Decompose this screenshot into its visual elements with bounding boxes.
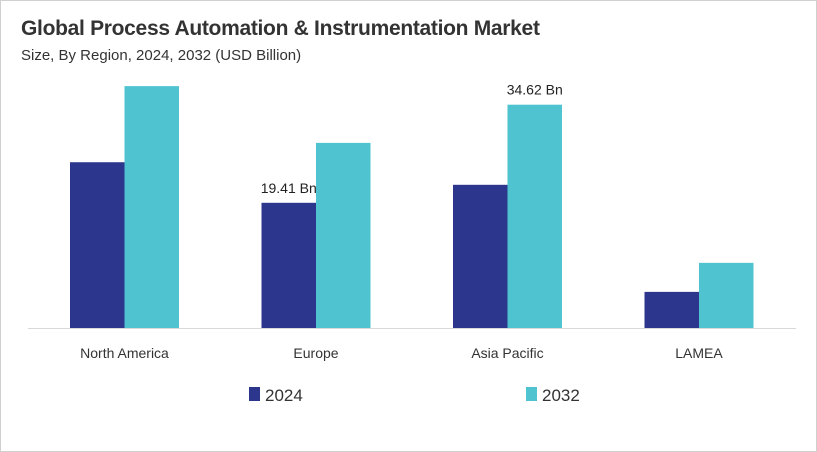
- legend-swatch-2032: [526, 387, 537, 401]
- x-tick-label: Asia Pacific: [471, 345, 543, 361]
- bar-2032-asia-pacific: [507, 104, 562, 329]
- legend-swatch-2024: [249, 387, 260, 401]
- bar-2024-lamea: [644, 291, 699, 328]
- legend-label: 2032: [542, 386, 580, 405]
- x-tick-label: LAMEA: [675, 345, 723, 361]
- data-label: 19.41 Bn: [261, 180, 317, 196]
- bar-2024-asia-pacific: [453, 184, 508, 328]
- bar-2024-europe: [261, 202, 316, 328]
- chart-subtitle: Size, By Region, 2024, 2032 (USD Billion…: [21, 47, 302, 64]
- x-tick-label: North America: [80, 345, 169, 361]
- bar-2032-lamea: [699, 262, 754, 328]
- x-tick-label: Europe: [293, 345, 338, 361]
- legend-label: 2024: [265, 386, 303, 405]
- bar-2032-europe: [316, 142, 371, 328]
- bar-2032-north-america: [124, 86, 179, 328]
- bar-2024-north-america: [70, 162, 125, 328]
- chart-title: Global Process Automation & Instrumentat…: [21, 17, 540, 40]
- data-label: 34.62 Bn: [507, 82, 563, 98]
